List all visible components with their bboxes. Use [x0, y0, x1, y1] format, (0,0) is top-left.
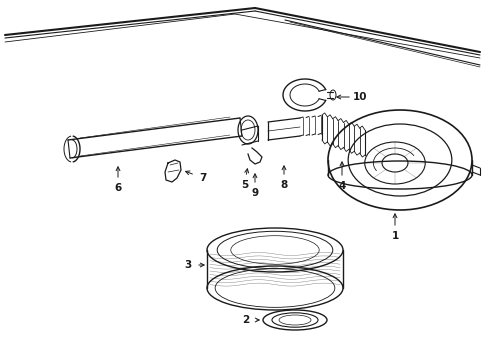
Text: 7: 7 — [199, 173, 206, 183]
Text: 4: 4 — [338, 181, 345, 191]
Text: 3: 3 — [184, 260, 192, 270]
Text: 9: 9 — [251, 188, 259, 198]
Text: 8: 8 — [280, 180, 288, 190]
Text: 1: 1 — [392, 231, 399, 241]
Text: 6: 6 — [114, 183, 122, 193]
Text: 5: 5 — [241, 180, 248, 190]
Text: 10: 10 — [353, 92, 367, 102]
Text: 2: 2 — [243, 315, 249, 325]
